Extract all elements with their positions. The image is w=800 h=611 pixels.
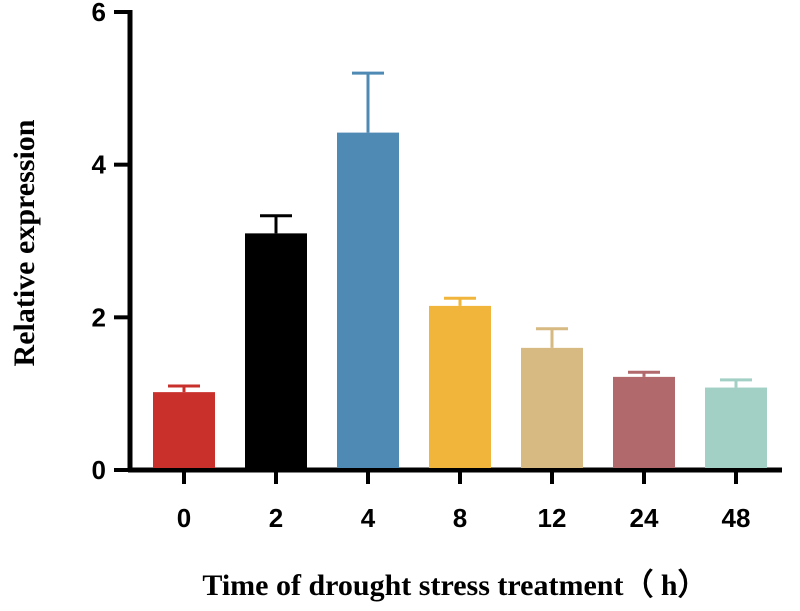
y-ticks: 0 2 4 6 (92, 0, 130, 485)
bar (245, 233, 307, 468)
x-tick-label: 12 (538, 503, 567, 533)
bar (705, 387, 767, 468)
bar (521, 347, 583, 468)
x-axis-title: Time of drought stress treatment（ h） (202, 568, 707, 602)
bar (429, 305, 491, 468)
x-tick-label: 4 (361, 503, 376, 533)
bar (613, 376, 675, 468)
y-axis-title: Relative expression (8, 119, 41, 366)
y-tick-label: 0 (92, 455, 106, 485)
x-tick-label: 0 (177, 503, 191, 533)
x-tick-label: 2 (269, 503, 283, 533)
bar (153, 392, 215, 468)
y-tick-label: 6 (92, 0, 106, 27)
x-tick-label: 24 (630, 503, 659, 533)
x-tick-label: 8 (453, 503, 467, 533)
x-tick-label: 48 (722, 503, 751, 533)
x-ticks: 0 2 4 8 12 24 48 (177, 470, 751, 533)
bar (337, 132, 399, 468)
axes (127, 10, 782, 473)
y-tick-label: 4 (92, 150, 107, 180)
y-tick-label: 2 (92, 302, 106, 332)
bars (153, 71, 767, 468)
